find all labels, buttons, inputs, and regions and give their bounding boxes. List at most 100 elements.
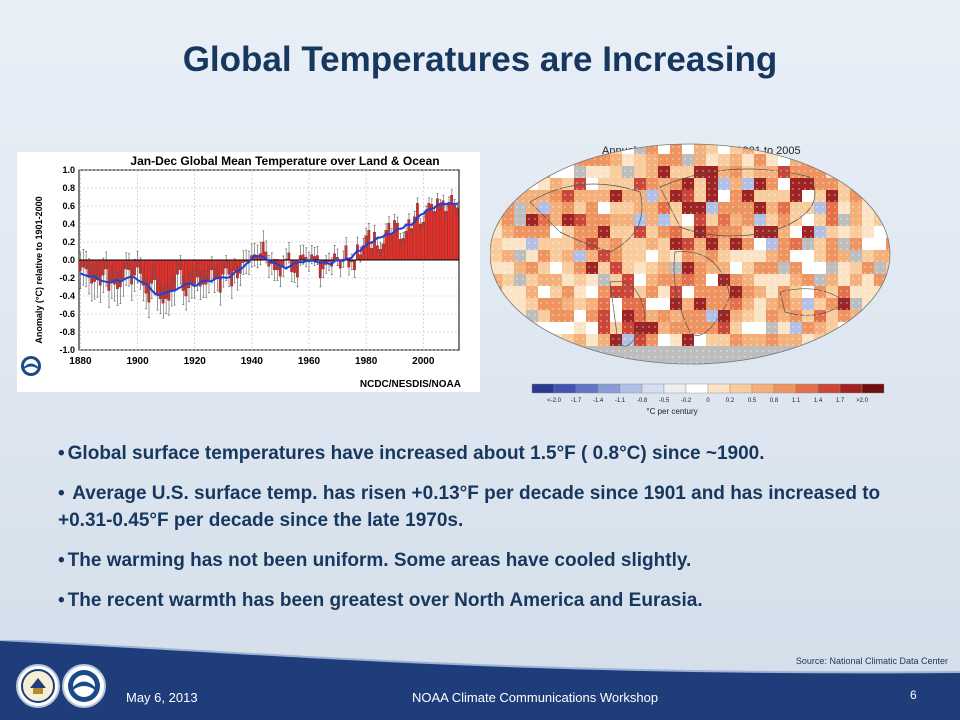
trend-cell [610, 358, 622, 364]
trend-cell [490, 154, 502, 166]
legend-swatch [861, 383, 885, 394]
y-tick-label: -0.8 [59, 327, 75, 337]
trend-cell [838, 334, 850, 346]
page-number: 6 [910, 688, 917, 702]
legend-tick-label: 0.2 [726, 398, 735, 404]
trend-cell [862, 310, 874, 322]
trend-cell [514, 346, 526, 358]
trend-cell [886, 190, 890, 202]
trend-cell [562, 154, 574, 166]
temperature-anomaly-svg: Jan-Dec Global Mean Temperature over Lan… [21, 154, 461, 390]
trend-cell [502, 346, 514, 358]
trend-cell [838, 346, 850, 358]
legend-tick-label: -1.4 [593, 398, 604, 404]
trend-cell [514, 144, 526, 154]
y-tick-label: 0.6 [62, 201, 75, 211]
trend-cell [550, 144, 562, 154]
trend-cell [550, 358, 562, 364]
trend-cell [850, 178, 862, 190]
legend-tick-label: 1.7 [836, 398, 845, 404]
trend-cell [490, 166, 502, 178]
trend-cell [502, 322, 514, 334]
bullet-us-temps: Average U.S. surface temp. has risen +0.… [58, 480, 938, 534]
legend-swatch [619, 383, 643, 394]
anomaly-bar [441, 200, 445, 261]
doc-seal-icon [16, 664, 60, 708]
trend-cell [574, 144, 586, 154]
y-tick-label: 0.0 [62, 255, 75, 265]
chart-credit: NCDC/NESDIS/NOAA [360, 379, 461, 390]
footer-date: May 6, 2013 [126, 690, 198, 705]
anomaly-bar [435, 198, 439, 261]
trend-cell [850, 322, 862, 334]
x-tick-label: 1920 [184, 356, 207, 367]
trend-cell [514, 166, 526, 178]
trend-cell [862, 346, 874, 358]
trend-cell [874, 202, 886, 214]
trend-cell [850, 144, 862, 154]
legend-swatch [663, 383, 687, 394]
trend-cell [502, 144, 514, 154]
trend-cell [814, 346, 826, 358]
trend-cell [850, 346, 862, 358]
legend-swatch [575, 383, 599, 394]
legend-swatch [729, 383, 753, 394]
trend-cell [514, 178, 526, 190]
trend-cell [538, 154, 550, 166]
trend-cell [490, 322, 502, 334]
trend-cell [886, 286, 890, 298]
trend-cell [814, 144, 826, 154]
legend-tick-label: 1.1 [792, 398, 801, 404]
trend-cell [850, 334, 862, 346]
legend-tick-label: -0.8 [637, 398, 648, 404]
anomaly-bar [450, 195, 454, 261]
legend-tick-label: 0.5 [748, 398, 757, 404]
trend-cell [514, 154, 526, 166]
trend-cell [874, 190, 886, 202]
trend-cell [538, 334, 550, 346]
trend-cell [886, 202, 890, 214]
legend-tick-label: -1.7 [571, 398, 582, 404]
x-tick-label: 1960 [298, 356, 321, 367]
legend-swatch [839, 383, 863, 394]
chart-title: Jan-Dec Global Mean Temperature over Lan… [130, 154, 439, 168]
trend-cell [850, 358, 862, 364]
anomaly-bar [447, 202, 451, 261]
x-tick-label: 2000 [412, 356, 435, 367]
trend-cell [874, 154, 886, 166]
trend-cell [862, 166, 874, 178]
trend-cell [574, 346, 586, 358]
trend-cell [490, 310, 502, 322]
chart-y-label: Anomaly (°C) relative to 1901-2000 [34, 196, 44, 343]
trend-cell [862, 358, 874, 364]
trend-cell [490, 178, 502, 190]
legend-swatch [707, 383, 731, 394]
trend-cell [826, 334, 838, 346]
anomaly-bar [438, 204, 442, 261]
trend-cell [754, 358, 766, 364]
anomaly-bar [455, 207, 459, 261]
trend-cell [490, 202, 502, 214]
globe-dot-overlay [490, 144, 890, 364]
trend-cell [790, 358, 802, 364]
trend-cell [514, 322, 526, 334]
trend-cell [550, 154, 562, 166]
trend-cell [778, 358, 790, 364]
trend-cell [502, 310, 514, 322]
map-legend-label: °C per century [646, 407, 697, 416]
trend-cell [490, 144, 502, 154]
trend-cell [862, 144, 874, 154]
trend-cell [538, 358, 550, 364]
trend-cell [850, 166, 862, 178]
slide-title: Global Temperatures are Increasing [182, 40, 778, 79]
anomaly-bar [444, 211, 448, 261]
trend-cell [862, 334, 874, 346]
legend-swatch [597, 383, 621, 394]
trend-cell [814, 154, 826, 166]
trend-cell [526, 334, 538, 346]
legend-tick-label: 1.4 [814, 398, 823, 404]
trend-cell [586, 144, 598, 154]
temperature-trend-map: Annual Trend 1901 to 2005 <-2.0-1.7-1.4-… [490, 132, 895, 422]
trend-cell [886, 358, 890, 364]
x-tick-label: 1900 [126, 356, 149, 367]
